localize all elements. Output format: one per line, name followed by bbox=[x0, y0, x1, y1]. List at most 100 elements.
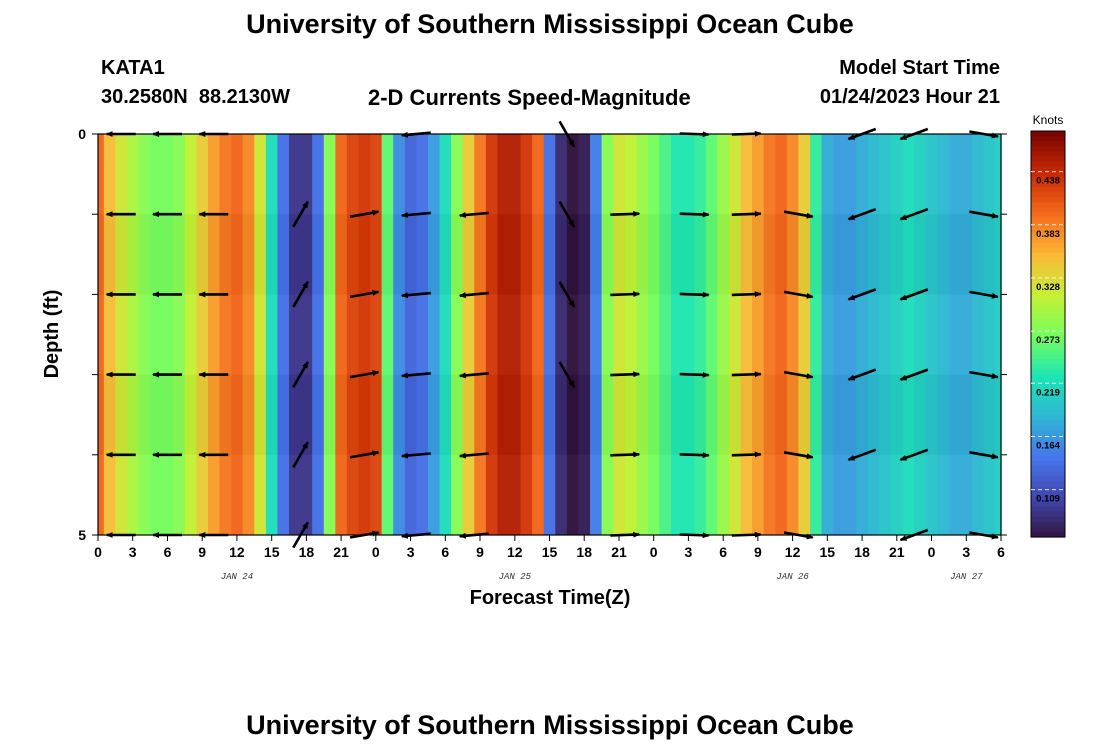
colorbar-segment bbox=[1031, 273, 1065, 279]
colorbar-segment bbox=[1031, 450, 1065, 457]
colorbar-segment bbox=[1031, 146, 1065, 152]
colorbar-tick-label: 0.164 bbox=[1036, 441, 1060, 452]
colorbar-segment bbox=[1031, 460, 1065, 467]
heatmap-cell bbox=[752, 134, 765, 535]
heatmap-cell bbox=[601, 134, 614, 535]
x-tick-label: 12 bbox=[785, 544, 801, 560]
colorbar-segment bbox=[1031, 374, 1065, 381]
x-tick-label: 6 bbox=[997, 544, 1005, 560]
heatmap-cell bbox=[173, 134, 186, 535]
heatmap-cell bbox=[717, 134, 730, 535]
depth-band bbox=[98, 214, 1001, 294]
colorbar-segment bbox=[1031, 176, 1065, 183]
current-vector-arrow bbox=[783, 290, 814, 299]
current-vector-arrow bbox=[610, 451, 641, 458]
heatmap-cell bbox=[485, 134, 499, 535]
x-tick-label: 0 bbox=[928, 544, 936, 560]
heatmap-cell bbox=[705, 134, 718, 535]
colorbar-segment bbox=[1031, 247, 1065, 254]
heatmap-cell bbox=[346, 134, 360, 535]
x-tick-label: 18 bbox=[854, 544, 870, 560]
x-tick-label: 3 bbox=[685, 544, 693, 560]
depth-band bbox=[98, 455, 1001, 535]
current-vector-arrow bbox=[847, 207, 877, 221]
current-vector-arrow bbox=[847, 368, 877, 381]
heatmap-cell bbox=[659, 134, 672, 535]
heatmap-cell bbox=[543, 134, 556, 535]
heatmap-cell bbox=[242, 134, 255, 535]
heatmap-cell bbox=[219, 134, 232, 535]
x-tick-label: 3 bbox=[129, 544, 137, 560]
x-tick-label: 15 bbox=[542, 544, 558, 560]
heatmap-cell bbox=[728, 134, 742, 535]
current-vector-arrow bbox=[349, 209, 380, 218]
current-vector-arrow bbox=[610, 291, 641, 298]
x-axis: 0 3 6 9 12 15 18 21 0 3 6 9 12 15 18 21 0 3 6 9 12 15 18 21 0 3 6 J… bbox=[94, 535, 1005, 582]
current-vector-arrow bbox=[783, 210, 814, 219]
current-vector-arrow bbox=[783, 370, 814, 380]
heatmap-cell bbox=[439, 134, 452, 535]
colorbar-segment bbox=[1031, 237, 1065, 244]
colorbar-segment bbox=[1031, 196, 1065, 203]
colorbar-segment bbox=[1031, 227, 1065, 234]
colorbar-segment bbox=[1031, 318, 1065, 325]
x-tick-label: 18 bbox=[299, 544, 315, 560]
colorbar-segment bbox=[1031, 369, 1065, 376]
current-vector-arrow bbox=[731, 451, 762, 458]
colorbar-segment bbox=[1031, 410, 1065, 416]
heatmap-cell bbox=[207, 134, 221, 535]
heatmap-cell bbox=[891, 134, 904, 535]
colorbar-segment bbox=[1031, 425, 1065, 432]
colorbar-tick-label: 0.109 bbox=[1036, 494, 1060, 505]
colorbar-segment bbox=[1031, 415, 1065, 421]
colorbar-segment bbox=[1031, 501, 1065, 508]
heatmap-cell bbox=[856, 134, 869, 535]
heatmap-cell bbox=[98, 134, 105, 535]
colorbar-segment bbox=[1031, 359, 1065, 366]
current-vector-arrow bbox=[969, 370, 999, 380]
heatmap-cell bbox=[161, 134, 174, 535]
colorbar-segment bbox=[1031, 516, 1065, 523]
heatmap-cell bbox=[393, 134, 406, 535]
x-axis-title: Forecast Time(Z) bbox=[470, 587, 631, 609]
current-vector-arrow bbox=[458, 372, 489, 379]
x-tick-label: 21 bbox=[611, 544, 627, 560]
current-vector-arrow bbox=[731, 371, 762, 378]
colorbar-frame bbox=[1030, 130, 1066, 538]
current-vector-arrow bbox=[899, 368, 929, 381]
heatmap-cell bbox=[566, 134, 580, 535]
model-start-value: 01/24/2023 Hour 21 bbox=[819, 86, 1000, 108]
colorbar-segment bbox=[1031, 278, 1065, 284]
heatmap-cell bbox=[254, 134, 267, 535]
current-vector-arrow bbox=[400, 291, 431, 299]
heatmap-cell bbox=[508, 134, 522, 535]
colorbar-tick-label: 0.328 bbox=[1036, 282, 1060, 293]
colorbar-tick-label: 0.273 bbox=[1036, 335, 1060, 346]
current-vector-arrow bbox=[400, 211, 431, 218]
colorbar-segment bbox=[1031, 293, 1065, 300]
colorbar-segment bbox=[1031, 136, 1065, 142]
colorbar-segment bbox=[1031, 207, 1065, 213]
x-tick-label: 0 bbox=[372, 544, 380, 560]
y-axis: 05 bbox=[78, 126, 1007, 543]
y-tick-label: 0 bbox=[78, 126, 86, 142]
heatmap-cell bbox=[312, 134, 325, 535]
current-vector-arrow bbox=[349, 370, 380, 379]
current-vector-arrow bbox=[899, 448, 929, 462]
heatmap-cell bbox=[451, 134, 464, 535]
heatmap-cell bbox=[694, 134, 707, 535]
heatmap-cell bbox=[937, 134, 950, 535]
colorbar-segment bbox=[1031, 389, 1065, 396]
heatmap-cell bbox=[740, 134, 753, 535]
colorbar-segment bbox=[1031, 171, 1065, 178]
heatmap-cell bbox=[184, 134, 198, 535]
current-vector-arrow bbox=[679, 452, 710, 459]
heatmap-cell bbox=[474, 134, 487, 535]
colorbar-segment bbox=[1031, 191, 1065, 198]
current-vectors bbox=[105, 120, 999, 549]
current-vector-arrow bbox=[292, 361, 309, 388]
depth-band bbox=[98, 134, 1001, 214]
heatmap-cell bbox=[925, 134, 938, 535]
heatmap-cell bbox=[613, 134, 626, 535]
